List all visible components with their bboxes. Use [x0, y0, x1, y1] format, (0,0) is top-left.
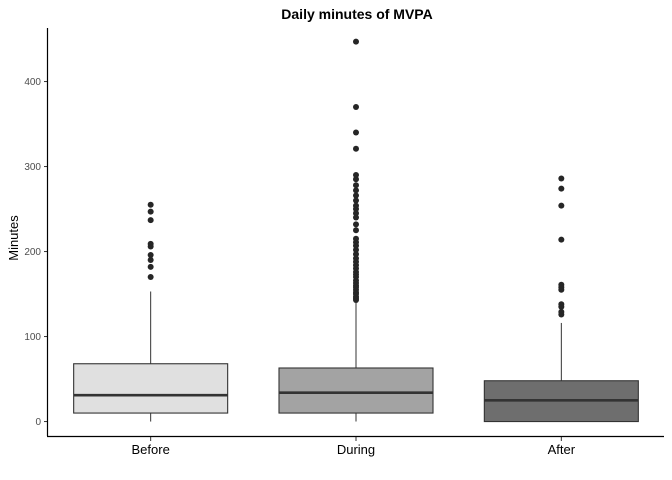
outlier-point [353, 129, 359, 136]
outlier-point [353, 202, 359, 209]
outlier-point [353, 182, 359, 189]
y-tick-label: 400 [24, 77, 41, 88]
iqr-box [278, 367, 434, 414]
x-tick-label-after: After [548, 442, 576, 457]
chart-title: Daily minutes of MVPA [281, 6, 432, 22]
iqr-box [73, 363, 229, 414]
y-axis-ticks: 0 100 200 300 400 [24, 77, 48, 428]
outlier-point [558, 236, 565, 243]
y-tick-label: 100 [24, 332, 41, 343]
outlier-point [147, 274, 154, 281]
outlier-point [147, 251, 154, 258]
box-after [483, 175, 639, 423]
outlier-point [353, 187, 359, 194]
outlier-point [147, 201, 154, 208]
y-tick-label: 200 [24, 247, 41, 258]
outlier-point [558, 301, 565, 308]
outlier-point [353, 172, 359, 179]
outlier-point [558, 185, 565, 192]
outlier-point [353, 145, 359, 152]
outlier-point [147, 208, 154, 215]
outlier-point [353, 251, 359, 258]
outlier-point [147, 240, 154, 247]
box-series [73, 38, 639, 423]
y-axis-label: Minutes [6, 215, 21, 261]
outlier-point [558, 202, 565, 209]
outlier-point [353, 197, 359, 204]
outlier-point [353, 192, 359, 199]
outlier-point [353, 38, 359, 45]
y-tick-label: 300 [24, 162, 41, 173]
outlier-point [147, 263, 154, 270]
outlier-point [558, 175, 565, 182]
outlier-point [353, 255, 359, 262]
outlier-point [558, 308, 565, 315]
outlier-point [353, 104, 359, 111]
x-tick-label-during: During [337, 442, 375, 457]
y-tick-label: 0 [35, 417, 41, 428]
outlier-point [147, 257, 154, 264]
outlier-point [353, 227, 359, 234]
x-axis-ticks: Before During After [132, 436, 576, 457]
outlier-point [558, 281, 565, 288]
outlier-point [353, 221, 359, 228]
outlier-point [353, 214, 359, 221]
box-before [73, 201, 229, 422]
outlier-point [353, 246, 359, 253]
x-tick-label-before: Before [132, 442, 170, 457]
outlier-point [353, 210, 359, 217]
outlier-point [147, 217, 154, 224]
outlier-point [353, 235, 359, 242]
outlier-point [353, 176, 359, 183]
box-during [278, 38, 434, 422]
